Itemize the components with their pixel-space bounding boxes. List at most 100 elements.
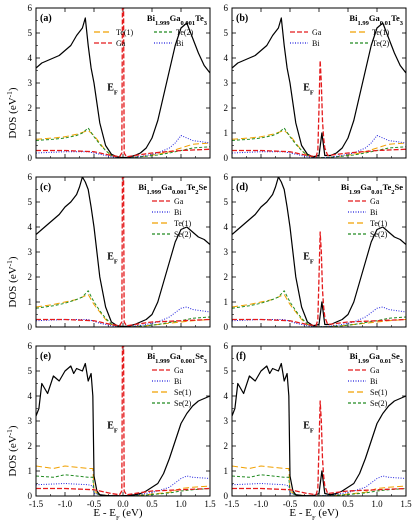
legend-title-part: Ga — [360, 182, 372, 192]
y-tick-label: 3 — [28, 78, 33, 88]
x-tick-label: 0.0 — [117, 499, 129, 509]
y-tick-label: 4 — [28, 391, 33, 401]
legend-title: Bi1.999Ga0.001Te2Se — [138, 182, 207, 196]
y-tick-label: 4 — [224, 391, 229, 401]
y-tick-label: 2 — [224, 441, 229, 451]
x-axis-title-sub: F — [312, 515, 316, 522]
fermi-level-label: EF — [107, 83, 118, 97]
legend-title-part: 1.999 — [155, 358, 170, 365]
y-tick-label: 3 — [224, 78, 229, 88]
legend-title-part: 0.01 — [380, 358, 391, 365]
legend-entry-label: Bi — [370, 208, 378, 217]
series-line-ga — [232, 400, 406, 496]
x-tick-label: -1.5 — [29, 499, 44, 509]
legend-title-part: 1.999 — [146, 189, 161, 196]
legend-entry-label: Bi — [174, 377, 182, 386]
y-tick-label: 0 — [28, 322, 33, 332]
series-line-x2 — [232, 290, 406, 327]
x-tick-label: 0.5 — [146, 499, 158, 509]
legend-title-part: Ga — [369, 351, 381, 361]
legend-title-part: 0.001 — [172, 189, 187, 196]
x-tick-label: 0.0 — [313, 499, 325, 509]
legend-title: Bi1.99Ga0.01Te2Se — [341, 182, 403, 196]
legend-title-part: 0.001 — [180, 20, 195, 27]
panel-c: 0123456(c)EFBi1.999Ga0.001Te2SeGaBiTe(1)… — [28, 172, 211, 332]
legend-title-part: Te — [195, 13, 204, 23]
legend-entry-label: Te(1) — [370, 219, 388, 228]
y-tick-label: 1 — [224, 466, 229, 476]
legend-title-part: 0.001 — [181, 358, 196, 365]
fermi-level-label-sub: F — [310, 89, 314, 96]
x-axis-title-sub: F — [116, 515, 120, 522]
panel-label: (c) — [40, 182, 51, 193]
y-axis-title-close: ) — [7, 256, 19, 260]
legend-title-part: 1.999 — [155, 20, 170, 27]
y-axis-title-text: DOS (eV — [7, 266, 19, 307]
series-line-total — [36, 362, 210, 496]
fermi-level-label-sub: F — [114, 89, 118, 96]
legend-entry-label: Ga — [312, 28, 322, 37]
series-line-bi — [232, 306, 406, 327]
y-tick-label: 2 — [28, 441, 33, 451]
series-line-ga — [232, 59, 406, 158]
y-tick-label: 5 — [224, 197, 229, 207]
legend-title-part: Te — [187, 182, 196, 192]
y-tick-label: 6 — [28, 3, 33, 13]
panel-e: -1.5 -1.0 -0.5 0.0 0.5 1.0 1.50123456(e)EFBi1.… — [28, 341, 217, 509]
series-line-total — [232, 177, 406, 327]
legend-title-part: Ga — [170, 351, 182, 361]
fermi-level-label-main: E — [107, 252, 114, 263]
legend-title-part: 2 — [391, 189, 394, 196]
legend-entry-label: Bi — [174, 208, 182, 217]
y-tick-label: 5 — [28, 197, 33, 207]
legend-entry-label: Ga — [370, 197, 380, 206]
panel-f: -1.5 -1.0 -0.5 0.0 0.5 1.0 1.50123456(f)EFBi1.… — [224, 341, 413, 509]
y-tick-label: 2 — [28, 272, 33, 282]
legend-title-part: 3 — [204, 358, 208, 365]
y-tick-label: 4 — [224, 222, 229, 232]
y-tick-label: 4 — [28, 53, 33, 63]
y-tick-label: 4 — [28, 222, 33, 232]
y-tick-label: 2 — [28, 103, 33, 113]
y-tick-label: 1 — [224, 297, 229, 307]
legend-title: Bi1.999Ga0.001Se3 — [147, 351, 208, 365]
y-tick-label: 5 — [28, 366, 33, 376]
legend-entry-label: Se(2) — [370, 399, 388, 408]
legend-entry-label: Bi — [312, 39, 320, 48]
fermi-level-label: EF — [303, 421, 314, 435]
legend-entry-label: Ga — [174, 366, 184, 375]
legend-title-part: 3 — [204, 20, 208, 27]
legend-entry-label: Se(2) — [174, 230, 192, 239]
series-line-ga — [232, 231, 406, 327]
series-line-x1 — [36, 130, 210, 158]
y-tick-label: 5 — [224, 366, 229, 376]
legend-title-part: Te — [383, 182, 392, 192]
panel-label: (a) — [40, 13, 52, 24]
plot-frame — [231, 176, 407, 328]
x-tick-label: -1.5 — [225, 499, 240, 509]
legend-title-part: 0.01 — [380, 20, 391, 27]
y-axis-title-close: ) — [7, 425, 19, 429]
x-tick-label: -0.5 — [87, 499, 102, 509]
x-axis-title-text: E - E — [289, 507, 312, 519]
fermi-level-label: EF — [107, 421, 118, 435]
plot-frame — [231, 345, 407, 497]
fermi-level-label-main: E — [303, 83, 310, 94]
series-line-ga — [36, 8, 210, 158]
fermi-level-label-sub: F — [310, 258, 314, 265]
legend-entry-label: Bi — [370, 377, 378, 386]
y-tick-label: 3 — [224, 416, 229, 426]
y-tick-label: 0 — [224, 491, 229, 501]
legend-entry-label: Se(2) — [174, 399, 192, 408]
fermi-level-label-main: E — [107, 421, 114, 432]
y-axis-title-sup: -1 — [5, 91, 14, 97]
fermi-level-label-main: E — [303, 252, 310, 263]
y-axis-title-middle: DOS (eV-1) — [5, 256, 20, 308]
legend-title-part: Bi — [349, 13, 358, 23]
legend-title-part: Se — [195, 351, 204, 361]
legend-entry-label: Se(2) — [370, 230, 388, 239]
series-line-x2 — [36, 127, 210, 158]
panel-label: (d) — [236, 182, 248, 193]
legend-title-part: Ga — [170, 13, 182, 23]
